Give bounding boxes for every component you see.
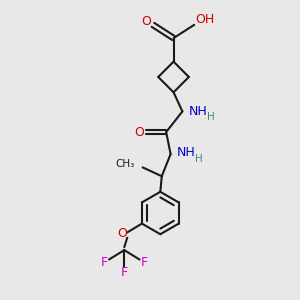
Text: OH: OH — [196, 13, 215, 26]
Text: O: O — [117, 227, 127, 240]
Text: F: F — [101, 256, 108, 269]
Text: O: O — [142, 15, 152, 28]
Text: CH₃: CH₃ — [115, 159, 134, 170]
Text: H: H — [195, 154, 203, 164]
Text: NH: NH — [189, 105, 208, 118]
Text: F: F — [121, 266, 128, 279]
Text: F: F — [141, 256, 148, 269]
Text: O: O — [134, 125, 144, 139]
Text: NH: NH — [177, 146, 196, 159]
Text: H: H — [206, 112, 214, 122]
